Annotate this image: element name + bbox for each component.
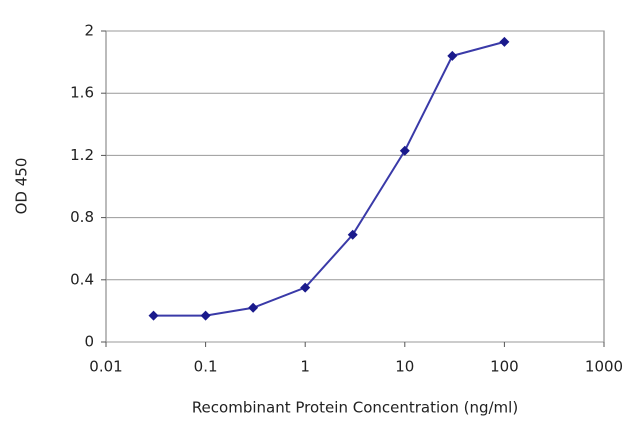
y-tick-label: 1.2: [70, 146, 94, 164]
y-tick-label: 1.6: [70, 84, 94, 102]
y-tick-label: 0.4: [70, 270, 94, 288]
marker: [499, 36, 510, 47]
x-tick-label: 0.01: [89, 358, 122, 376]
plot-area: [105, 30, 605, 343]
x-tick-label: 1000: [585, 358, 623, 376]
y-axis-label: OD 450: [13, 158, 31, 215]
marker: [447, 50, 458, 61]
marker: [148, 310, 159, 321]
x-tick-label: 1: [300, 358, 310, 376]
marker: [300, 282, 311, 293]
y-tick-label: 0: [84, 333, 94, 351]
x-axis-label: Recombinant Protein Concentration (ng/ml…: [192, 399, 518, 417]
marker: [200, 310, 211, 321]
marker: [248, 302, 259, 313]
marker: [347, 229, 358, 240]
y-tick-label: 2: [84, 22, 94, 40]
x-tick-label: 100: [490, 358, 519, 376]
marker: [399, 145, 410, 156]
line: [153, 40, 505, 317]
x-tick-label: 0.1: [194, 358, 218, 376]
y-tick-label: 0.8: [70, 208, 94, 226]
x-tick-label: 10: [395, 358, 414, 376]
